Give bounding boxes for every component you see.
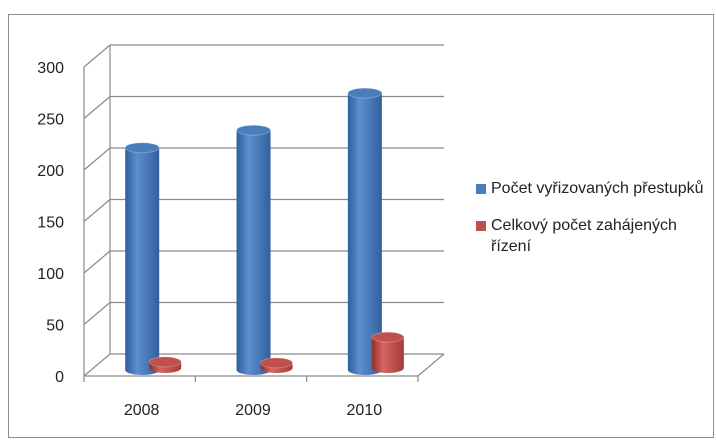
legend-item-series-2: Celkový počet zahájených řízení: [476, 215, 716, 257]
legend: Počet vyřizovaných přestupků Celkový poč…: [476, 178, 716, 273]
y-tick-label: 150: [37, 215, 64, 232]
legend-label-series-2: Celkový počet zahájených řízení: [491, 217, 677, 255]
gridline-side: [83, 302, 111, 325]
gridline-side: [83, 147, 111, 171]
gridline-side: [83, 250, 111, 274]
gridline-side: [83, 96, 111, 119]
bar-red-2009: [260, 357, 294, 373]
y-tick-label: 50: [46, 318, 64, 335]
bar-blue-2009: [236, 124, 272, 375]
x-tick-label: 2009: [235, 402, 271, 419]
legend-swatch-series-1: [476, 184, 486, 194]
gridline-side: [83, 44, 111, 68]
y-tick-label: 250: [37, 112, 64, 129]
x-tick-label: 2010: [347, 402, 383, 419]
y-tick-label: 100: [37, 266, 64, 283]
y-tick-label: 300: [37, 60, 64, 77]
gridline-side: [83, 353, 111, 377]
bar-red-2010: [371, 331, 405, 373]
bar-blue-2008: [124, 142, 160, 375]
legend-item-series-1: Počet vyřizovaných přestupků: [476, 178, 716, 199]
legend-swatch-series-2: [476, 221, 486, 231]
y-tick-label: 0: [55, 369, 64, 386]
bar-red-2008: [148, 356, 182, 373]
x-tick-label: 2008: [124, 402, 160, 419]
bar-blue-2010: [347, 87, 383, 376]
legend-label-series-1: Počet vyřizovaných přestupků: [491, 180, 704, 197]
floor-right: [417, 353, 445, 377]
y-tick-label: 200: [37, 163, 64, 180]
gridline-side: [83, 199, 111, 222]
